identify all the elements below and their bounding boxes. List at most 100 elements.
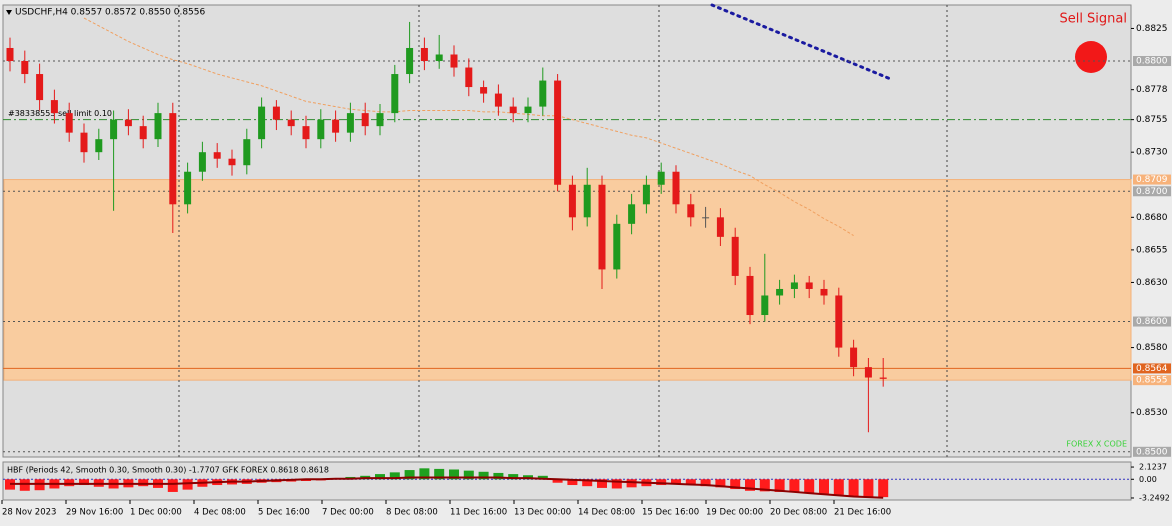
indicator-tick-label: 0.00 [1139, 475, 1157, 484]
candle-body [361, 113, 369, 127]
x-tick-label: 21 Dec 16:00 [834, 508, 891, 518]
candle-body [420, 47, 428, 62]
y-tick-label: 0.8730 [1136, 148, 1168, 158]
histogram-bar [804, 479, 815, 494]
candle-body [169, 113, 177, 205]
candle-body [110, 119, 118, 140]
histogram-bar [789, 479, 800, 493]
grid-label-box [1133, 446, 1171, 457]
level-label: 0.8709 [1136, 175, 1168, 185]
histogram-bar [19, 479, 30, 491]
histogram-bar [626, 479, 637, 488]
candle-body [465, 67, 473, 88]
watermark: FOREX X CODE [1066, 440, 1127, 449]
x-tick-label: 4 Dec 08:00 [194, 508, 246, 518]
y-tick-label: 0.8600 [1136, 317, 1168, 327]
candle-body [50, 100, 58, 114]
histogram-bar [597, 479, 607, 488]
candle-body [879, 377, 887, 379]
y-tick-label: 0.8825 [1136, 24, 1168, 34]
x-tick-label: 13 Dec 00:00 [514, 508, 571, 518]
candle-body [761, 295, 769, 316]
y-tick-label: 0.8630 [1136, 278, 1168, 288]
y-tick-label: 0.8680 [1136, 213, 1168, 223]
candle-body [850, 347, 858, 368]
histogram-bar [833, 479, 844, 495]
histogram-bar [611, 479, 622, 489]
histogram-bar [167, 479, 178, 492]
y-tick-label: 0.8655 [1136, 245, 1168, 255]
candle-body [317, 119, 325, 140]
x-tick-label: 7 Dec 00:00 [322, 508, 374, 518]
candle-body [184, 171, 192, 205]
histogram-bar [419, 468, 430, 480]
histogram-bar [582, 479, 593, 487]
candle-body [568, 184, 576, 218]
candle-body [790, 282, 798, 289]
candle-body [702, 217, 710, 219]
histogram-bar [685, 479, 696, 486]
candle-body [154, 113, 162, 140]
candle-body [687, 204, 695, 218]
y-tick-label: 0.8530 [1136, 408, 1168, 418]
x-tick-label: 5 Dec 16:00 [258, 508, 310, 518]
candle-body [672, 171, 680, 205]
candle-body [376, 113, 384, 127]
candle-body [435, 54, 443, 62]
level-label-box [1133, 174, 1171, 185]
y-tick-label: 0.8755 [1136, 115, 1168, 125]
x-tick-label: 19 Dec 00:00 [706, 508, 763, 518]
x-tick-label: 14 Dec 08:00 [578, 508, 635, 518]
histogram-bar [730, 479, 741, 490]
candle-body [583, 184, 591, 218]
histogram-bar [64, 479, 75, 487]
candle-body [509, 106, 517, 114]
candle-body [391, 74, 399, 114]
candle-body [139, 126, 147, 140]
candle-body [243, 139, 251, 166]
histogram-bar [848, 479, 859, 496]
histogram-bar [552, 479, 563, 483]
candle-body [731, 236, 739, 276]
candle-body [258, 106, 266, 140]
candle-body [864, 367, 872, 378]
menu-arrow [6, 10, 12, 15]
grid-label-box [1133, 186, 1171, 197]
candle-body [613, 223, 621, 270]
histogram-bar [138, 479, 149, 487]
histogram-bar [463, 470, 474, 480]
indicator-label: HBF (Periods 42, Smooth 0.30, Smooth 0.3… [7, 466, 329, 475]
vertical-grid [178, 5, 948, 457]
signal-dot [1075, 41, 1107, 73]
histogram-bar [567, 479, 578, 486]
y-tick-label: 0.8800 [1136, 57, 1168, 67]
x-tick-label: 28 Nov 2023 [2, 508, 56, 518]
candle-body [65, 113, 73, 133]
level-label: 0.8564 [1136, 364, 1168, 374]
candle-body [450, 54, 458, 68]
candle-body [124, 119, 132, 127]
candle-body [6, 47, 14, 62]
candle-body [524, 106, 532, 114]
y-tick-label: 0.8778 [1136, 85, 1168, 95]
histogram-bar [656, 479, 667, 486]
histogram-bar [700, 479, 711, 487]
grid-label-box [1133, 316, 1171, 327]
header: USDCHF,H4 0.8557 0.8572 0.8550 0.8556 [15, 8, 205, 18]
x-tick-label: 20 Dec 08:00 [770, 508, 827, 518]
histogram-bar [449, 469, 459, 480]
candle-body [36, 74, 44, 101]
candle-body [228, 158, 236, 166]
histogram-bar [715, 479, 726, 488]
candle-body [835, 295, 843, 348]
candle-body [21, 61, 29, 75]
x-tick-label: 29 Nov 16:00 [66, 508, 123, 518]
candle-body [80, 132, 88, 153]
x-tick-label: 8 Dec 08:00 [386, 508, 438, 518]
candle-body [539, 80, 547, 107]
signal-line [10, 476, 884, 499]
order-label: #38338553 sell limit 0.10 [8, 109, 112, 118]
histogram-bar [434, 468, 445, 480]
level-label: 0.8555 [1136, 376, 1168, 386]
